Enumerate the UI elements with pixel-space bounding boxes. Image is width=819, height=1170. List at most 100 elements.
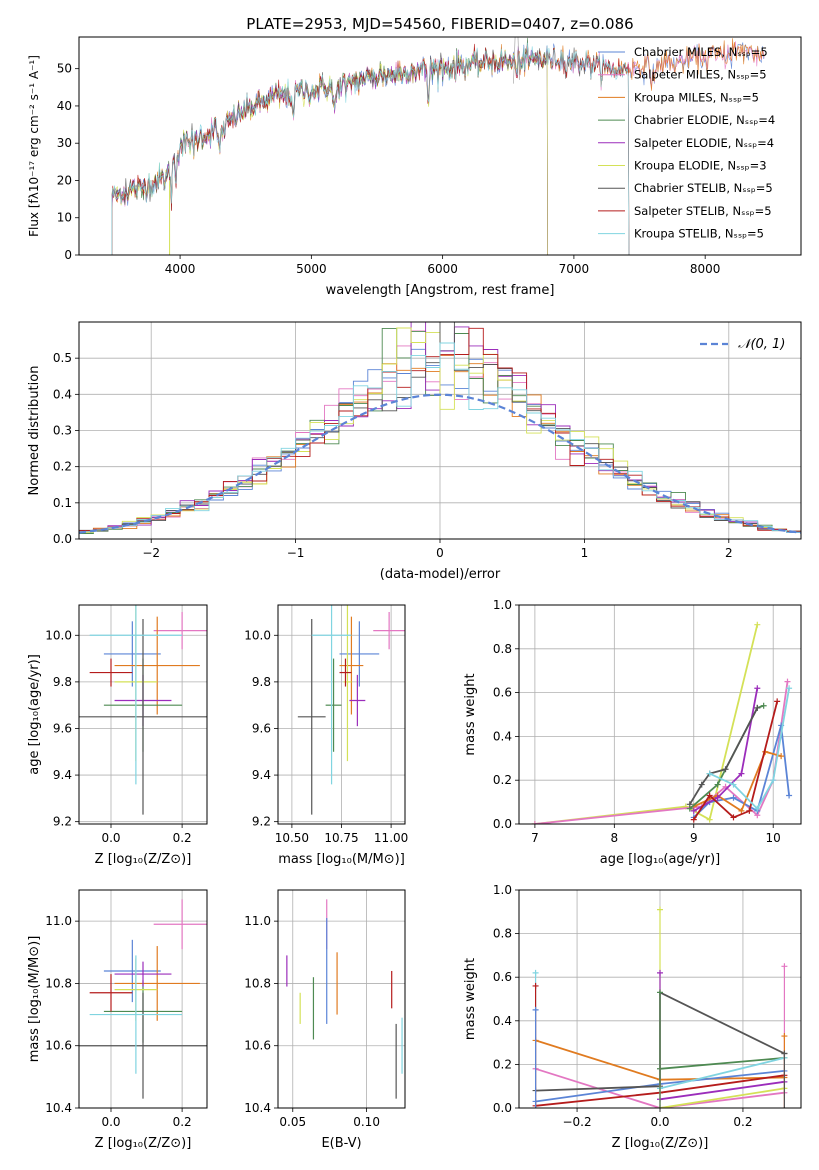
error-bar-point-8 — [311, 605, 352, 785]
legend-entry-1: Salpeter MILES, Nₛₛₚ=5 — [634, 68, 767, 82]
weight-marker — [781, 963, 788, 970]
error-bar-point-1 — [373, 611, 405, 650]
y-tick-label: 0.6 — [493, 686, 512, 700]
x-tick-label: 2 — [725, 546, 733, 560]
x-tick-label: −2 — [142, 546, 160, 560]
y-tick-label: 9.8 — [252, 675, 271, 689]
emission-line — [513, 37, 520, 84]
y-tick-label: 0 — [64, 248, 72, 262]
weight-marker — [722, 766, 729, 773]
y-tick-label: 0.2 — [53, 460, 72, 474]
mass_vs_Z-plot-area — [79, 899, 207, 1099]
y-tick-label: 0.0 — [493, 1101, 512, 1115]
x-axis-label: mass [log₁₀(M/M⊙)] — [278, 852, 405, 867]
y-tick-label: 0.2 — [493, 773, 512, 787]
legend-entry-normal: 𝒩(0, 1) — [738, 337, 785, 352]
error-bar-point-2 — [114, 946, 200, 1021]
weight_vs_Z-plot-area — [532, 906, 788, 1108]
weight-marker — [730, 781, 737, 788]
weight-marker — [738, 807, 745, 814]
y-tick-label: 9.6 — [53, 721, 72, 735]
x-tick-label: 10.50 — [275, 831, 309, 845]
y-tick-label: 9.2 — [53, 815, 72, 829]
y-tick-label: 9.2 — [252, 815, 271, 829]
spectrum-line-5 — [111, 47, 548, 255]
y-axis-label: mass [log₁₀(M/M⊙)] — [27, 936, 42, 1063]
y-tick-label: 0.5 — [53, 351, 72, 365]
y-tick-label: 0.8 — [493, 642, 512, 656]
x-tick-label: 5000 — [296, 262, 327, 276]
y-tick-label: 10.6 — [244, 1039, 271, 1053]
y-tick-label: 0.8 — [493, 927, 512, 941]
y-axis-label: Flux [fλ10⁻¹⁷ erg cm⁻² s⁻¹ A⁻¹] — [27, 55, 41, 237]
weight-marker — [754, 621, 761, 628]
x-axis-label: Z [log₁₀(Z/Z⊙)] — [95, 852, 192, 867]
error-bar-point-7 — [339, 658, 352, 687]
x-tick-label: 9 — [690, 831, 698, 845]
legend-entry-0: Chabrier MILES, Nₛₛₚ=5 — [634, 45, 768, 59]
weight-marker — [786, 685, 793, 692]
weight-marker — [770, 777, 777, 784]
weight-marker — [781, 1050, 788, 1057]
weight-marker — [686, 801, 693, 808]
mass_vs_EBV-plot-area — [286, 899, 403, 1099]
legend-entry-2: Kroupa MILES, Nₛₛₚ=5 — [634, 90, 759, 104]
y-tick-label: 0.6 — [493, 970, 512, 984]
x-tick-label: 4000 — [165, 262, 196, 276]
y-tick-label: 50 — [57, 62, 72, 76]
legend-entry-8: Kroupa STELIB, Nₛₛₚ=5 — [634, 227, 764, 241]
x-tick-label: 11.00 — [374, 831, 408, 845]
x-tick-label: 0.0 — [650, 1115, 669, 1129]
spectrum-frame — [78, 36, 802, 256]
legend-entry-6: Chabrier STELIB, Nₛₛₚ=5 — [634, 181, 773, 195]
weight-marker — [781, 1033, 788, 1040]
error-bar-point-8 — [89, 955, 183, 1074]
y-tick-label: 40 — [57, 99, 72, 113]
error-bar-point-1 — [153, 899, 207, 950]
y-tick-label: 10.8 — [244, 976, 271, 990]
weight-line-8 — [659, 1087, 785, 1108]
weight-marker — [531, 821, 538, 824]
age_vs_Z-frame — [78, 604, 208, 825]
y-tick-label: 10.8 — [45, 976, 72, 990]
normal-curve — [79, 393, 801, 534]
histogram-8 — [79, 342, 801, 539]
age_vs_mass-axes — [278, 605, 405, 824]
weight-marker — [657, 969, 663, 976]
y-axis-label: age [log₁₀(age/yr)] — [27, 654, 42, 775]
weight-marker — [774, 698, 781, 705]
error-bar-point-0 — [103, 939, 161, 1003]
weight-line-1 — [535, 1067, 785, 1108]
error-bar-point-7 — [89, 658, 133, 687]
y-tick-label: 1.0 — [493, 598, 512, 612]
legend-entry-4: Salpeter ELODIE, Nₛₛₚ=4 — [634, 136, 774, 150]
age_vs_mass-plot-area — [297, 605, 405, 815]
x-tick-label: 8000 — [690, 262, 721, 276]
weight-marker — [532, 1006, 539, 1013]
x-tick-label: 0.05 — [279, 1115, 306, 1129]
y-tick-label: 9.4 — [53, 768, 72, 782]
x-tick-label: 6000 — [427, 262, 458, 276]
weight_vs_age-plot-area — [531, 621, 793, 824]
weight-marker — [738, 770, 745, 777]
error-bar-point-7 — [89, 974, 133, 1012]
error-bar-point-0 — [339, 621, 380, 687]
x-tick-label: 0.0 — [101, 1115, 120, 1129]
y-tick-label: 10.4 — [45, 1101, 72, 1115]
y-tick-label: 0.4 — [493, 1014, 512, 1028]
y-tick-label: 10.6 — [45, 1039, 72, 1053]
weight-marker — [690, 807, 697, 814]
legend-entry-7: Salpeter STELIB, Nₛₛₚ=5 — [634, 204, 772, 218]
error-bar-point-3 — [325, 658, 342, 752]
x-axis-label: (data-model)/error — [380, 567, 501, 582]
weight-marker — [754, 685, 761, 692]
weight_vs_age-axes — [519, 604, 801, 825]
y-tick-label: 10.0 — [244, 628, 271, 642]
error-bar-point-6 — [297, 618, 326, 815]
mass_vs_EBV-frame — [277, 889, 406, 1109]
y-tick-label: 11.0 — [244, 914, 271, 928]
x-tick-label: 10 — [766, 831, 781, 845]
y-tick-label: 0.1 — [53, 496, 72, 510]
x-tick-label: 0 — [436, 546, 444, 560]
